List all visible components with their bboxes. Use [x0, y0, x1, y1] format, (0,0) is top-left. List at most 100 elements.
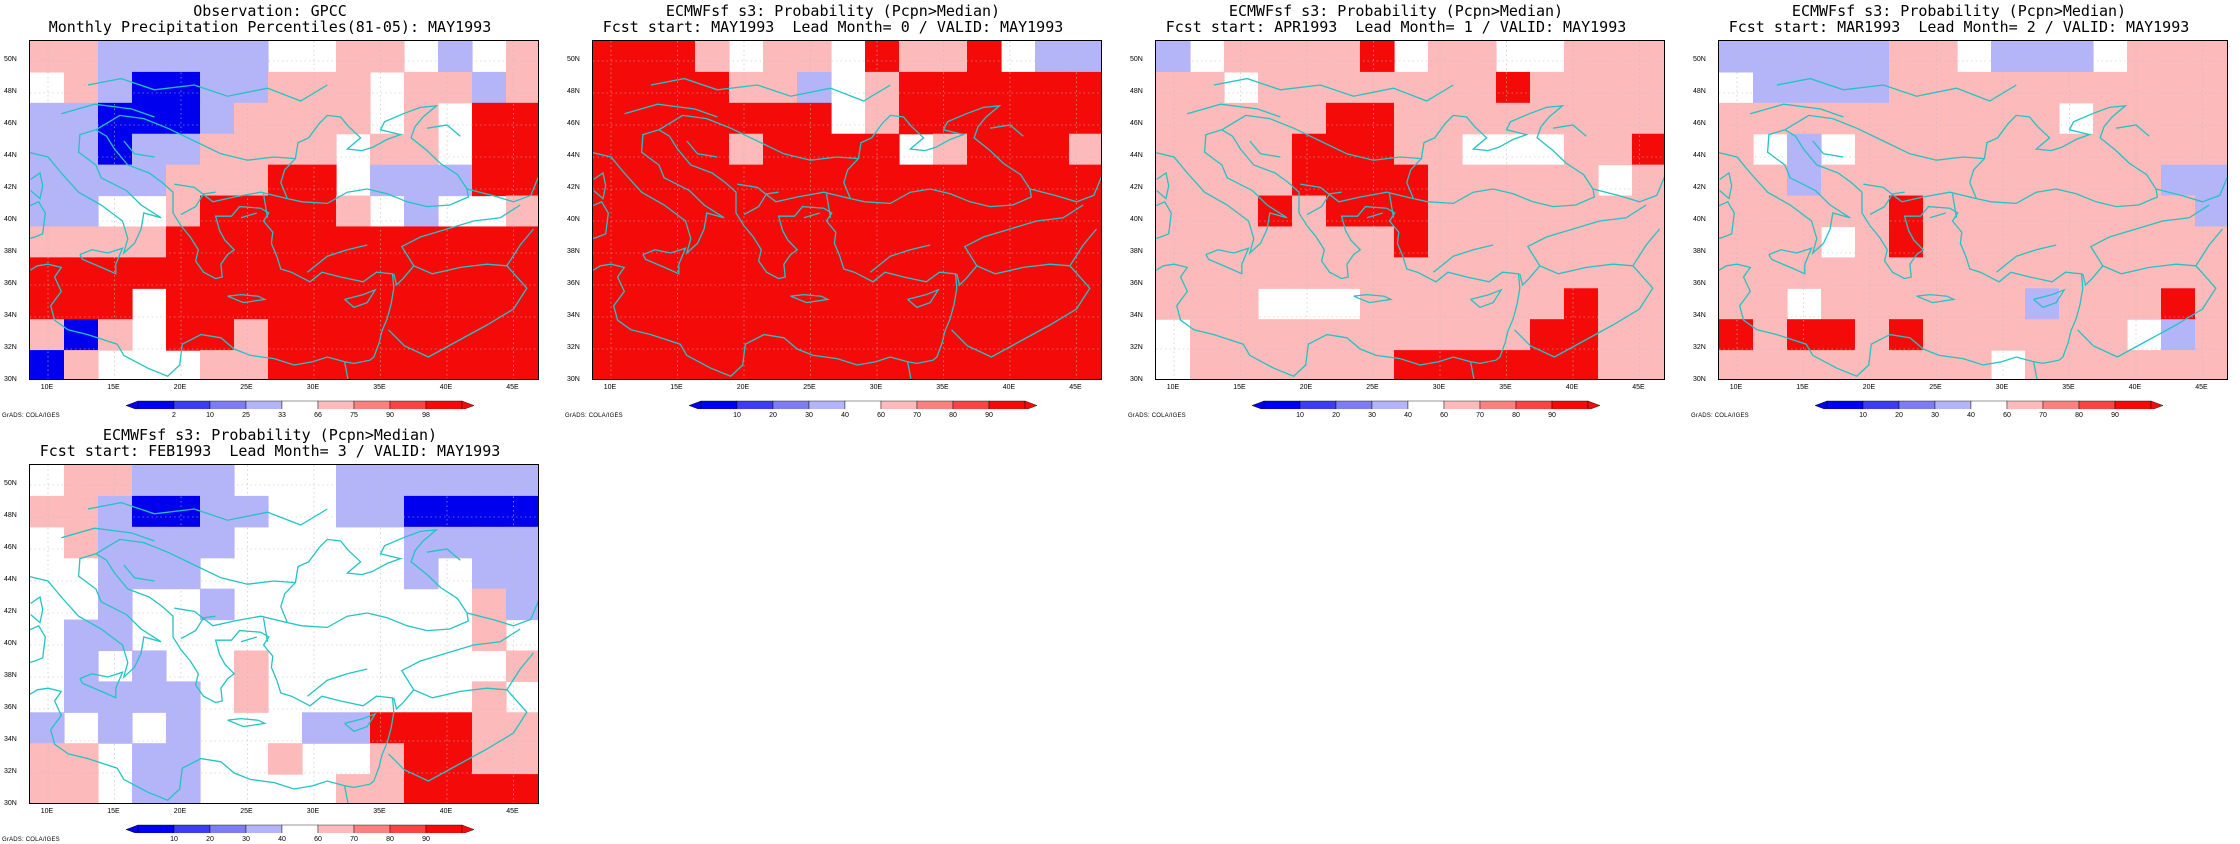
grid-cell — [1258, 350, 1293, 379]
grid-cell — [1001, 102, 1036, 135]
grid-cell — [268, 288, 303, 320]
grid-cell — [1598, 195, 1633, 228]
lat-tick-label: 42N — [567, 184, 580, 191]
grid-cell — [2195, 319, 2227, 351]
grid-cell — [865, 319, 900, 351]
grid-cell — [2161, 102, 2196, 135]
lat-tick-label: 36N — [4, 280, 17, 287]
grid-cell — [1821, 41, 1856, 73]
grid-cell — [132, 164, 167, 197]
grid-cell — [1360, 257, 1395, 289]
coastline — [1552, 124, 1587, 137]
grid-cell — [302, 71, 337, 104]
colorbar-box — [353, 824, 391, 833]
coastline — [1156, 171, 1170, 200]
coastline — [1353, 293, 1393, 304]
grid-cell — [1292, 257, 1327, 289]
lon-tick-label: 40E — [439, 384, 453, 391]
grid-cell — [2127, 133, 2162, 166]
map-svg — [30, 41, 538, 379]
grid-cell — [1394, 102, 1429, 135]
panel-title: ECMWFsf s3: Probability (Pcpn>Median) Fc… — [1126, 3, 1666, 35]
grid-cell — [1632, 71, 1664, 104]
grid-cell — [336, 195, 371, 228]
colorbar-box — [209, 824, 247, 833]
lon-tick-label: 45E — [2195, 384, 2208, 391]
grads-credit: GrADS: COLA/IGES — [1691, 413, 1749, 419]
colorbar-label: 10 — [733, 412, 741, 419]
grid-cell — [2059, 319, 2094, 351]
grid-cell — [1001, 288, 1036, 320]
lat-tick-label: 44N — [4, 576, 17, 583]
coastline — [344, 712, 377, 733]
coastline — [79, 247, 124, 275]
lat-tick-label: 30N — [567, 376, 580, 383]
grid-cell — [695, 319, 730, 351]
grid-cell — [438, 257, 473, 289]
grid-cell — [1190, 257, 1225, 289]
grid-cell — [438, 319, 473, 351]
grid-cell — [234, 195, 269, 228]
grid-cell — [899, 319, 934, 351]
colorbar-box — [844, 400, 882, 409]
grid-cell — [64, 257, 99, 289]
colorbar-triangle-left — [1815, 400, 1828, 409]
grid-cell — [1530, 71, 1565, 104]
map-panel-lead1: ECMWFsf s3: Probability (Pcpn>Median) Fc… — [1126, 0, 1666, 420]
colorbar-label: 60 — [2003, 412, 2011, 419]
colorbar-label: 70 — [1476, 412, 1484, 419]
grid-cell — [2059, 226, 2094, 258]
lat-tick-label: 42N — [4, 184, 17, 191]
grid-cell — [967, 164, 1002, 197]
grid-cell — [268, 743, 303, 775]
lon-tick-label: 15E — [1233, 384, 1246, 391]
grid-cell — [200, 465, 235, 497]
grid-cell — [472, 495, 507, 528]
lat-tick-label: 44N — [4, 152, 17, 159]
grid-cell — [1753, 226, 1788, 258]
colorbar-box — [2006, 400, 2044, 409]
grid-cell — [1001, 133, 1036, 166]
grid-cell — [98, 465, 133, 497]
grid-cell — [506, 774, 538, 803]
colorbar-box — [317, 824, 355, 833]
coastline — [393, 265, 415, 287]
lat-tick-label: 46N — [4, 120, 17, 127]
grid-cell — [593, 164, 628, 197]
coastline — [650, 77, 891, 102]
map-frame — [592, 40, 1102, 380]
grid-cell — [1428, 71, 1463, 104]
lat-tick-label: 50N — [1693, 56, 1706, 63]
grid-cell — [166, 195, 201, 228]
grid-cell — [1923, 133, 1958, 166]
lat-tick-label: 34N — [1130, 312, 1143, 319]
grid-cell — [1326, 350, 1361, 379]
grid-cell — [2161, 195, 2196, 228]
grid-cell — [1035, 257, 1070, 289]
grid-cell — [1001, 319, 1036, 351]
lat-tick-label: 36N — [4, 704, 17, 711]
lon-tick-label: 20E — [173, 808, 187, 815]
grid-cell — [64, 226, 99, 258]
grid-cell — [2161, 164, 2196, 197]
grid-cell — [2161, 133, 2196, 166]
grid-cell — [695, 350, 730, 379]
coastline — [388, 204, 528, 358]
coastline — [1719, 200, 1735, 240]
grid-cell — [132, 774, 167, 803]
grid-cell — [1719, 319, 1754, 351]
grid-cell — [30, 195, 65, 228]
grid-cell — [1753, 41, 1788, 73]
grid-cell — [1564, 350, 1599, 379]
grid-cell — [370, 319, 405, 351]
coastline — [180, 615, 216, 640]
colorbar-label: 2 — [172, 412, 176, 419]
grid-cell — [438, 712, 473, 744]
grid-cell — [661, 71, 696, 104]
grid-cell — [166, 465, 201, 497]
grid-cell — [933, 288, 968, 320]
grid-cell — [1156, 195, 1191, 228]
coastline — [1592, 176, 1664, 203]
grid-cell — [302, 350, 337, 379]
coastline — [174, 607, 288, 627]
